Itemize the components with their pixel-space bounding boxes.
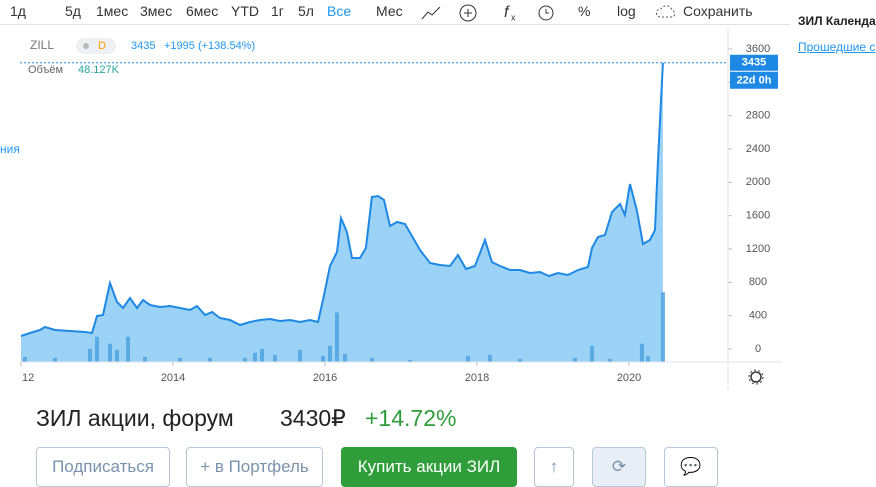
range-button[interactable]: 1г <box>271 3 284 19</box>
cloud-icon <box>656 5 676 18</box>
x-tick-label: 2020 <box>617 372 641 384</box>
range-button[interactable]: Все <box>327 3 352 19</box>
interval-badge: D <box>98 40 106 52</box>
y-tick-label: 0 <box>755 343 761 355</box>
range-button[interactable]: 6мес <box>186 3 219 19</box>
y-tick-label: 3600 <box>746 43 770 55</box>
volume-bar <box>660 292 665 362</box>
y-tick-label: 800 <box>749 276 767 288</box>
subscribe-button[interactable]: Подписаться <box>36 447 170 487</box>
badge-dot <box>83 43 89 49</box>
volume-bar <box>272 354 277 362</box>
symbol: ZILL <box>30 38 54 52</box>
volume-bar <box>259 348 264 362</box>
volume-bar <box>572 357 577 362</box>
left-cut-text: ния <box>0 142 20 156</box>
settings-icon[interactable] <box>748 369 764 385</box>
volume-bar <box>87 348 92 362</box>
volume-bar <box>52 357 57 362</box>
volume-bar <box>107 343 112 362</box>
volume-bar <box>177 357 182 362</box>
volume-bar <box>369 357 374 362</box>
volume-bar <box>407 359 412 362</box>
y-tick-label: 2000 <box>746 176 770 188</box>
x-tick-label: 2018 <box>465 372 489 384</box>
volume-bar <box>342 353 347 362</box>
volume-bar <box>207 357 212 362</box>
range-button[interactable]: 5л <box>298 3 314 19</box>
legend-change: +1995 (+138.54%) <box>164 40 255 52</box>
y-tick-label: 1600 <box>746 210 770 222</box>
volume-bar <box>639 343 644 362</box>
x-tick-label: 12 <box>22 372 34 384</box>
volume-bar <box>327 345 332 362</box>
range-button[interactable]: 1мес <box>96 3 129 19</box>
side-title: ЗИЛ Календа <box>798 14 876 28</box>
portfolio-button[interactable]: + в Портфель <box>186 447 323 487</box>
volume-value: 48.127K <box>78 64 120 76</box>
y-tick-label: 2400 <box>746 143 770 155</box>
x-tick-label: 2014 <box>161 372 185 384</box>
volume-bar <box>143 356 148 362</box>
volume-bar <box>94 336 99 362</box>
y-tick-label: 2800 <box>746 110 770 122</box>
volume-bar <box>466 355 471 362</box>
footer-title: ЗИЛ акции, форум <box>36 405 234 431</box>
legend-value: 3435 <box>131 40 155 52</box>
volume-bar <box>487 354 492 362</box>
volume-bar <box>242 357 247 362</box>
volume-bar <box>252 352 257 362</box>
y-tick-label: 1200 <box>746 243 770 255</box>
refresh-button[interactable]: ⟳ <box>592 447 646 487</box>
badge <box>76 38 116 54</box>
price-line <box>20 62 664 337</box>
chat-button[interactable]: 💬 <box>664 447 718 487</box>
time-tag <box>730 71 778 89</box>
volume-bar <box>114 349 119 362</box>
toolbar: 1д 5д 1мес 3мес 6мес YTD 1г 5л Все Мес f… <box>0 0 790 25</box>
range-button[interactable]: 5д <box>65 3 81 19</box>
footer-price: 3430₽ <box>280 405 346 431</box>
up-button[interactable]: ↑ <box>534 447 574 487</box>
buy-button[interactable]: Купить акции ЗИЛ <box>341 447 517 487</box>
price-tag <box>730 54 778 71</box>
interval-button[interactable]: Мес <box>376 3 403 19</box>
save-button[interactable]: Сохранить <box>683 3 753 19</box>
side-link[interactable]: Прошедшие с <box>798 40 876 54</box>
footer-change: +14.72% <box>365 405 457 431</box>
volume-bar <box>125 336 130 362</box>
volume-bar <box>645 355 650 362</box>
percent-button[interactable]: % <box>578 3 591 19</box>
log-button[interactable]: log <box>617 3 636 19</box>
svg-text:x: x <box>511 12 516 22</box>
volume-bar <box>23 356 28 362</box>
svg-text:f: f <box>504 4 510 21</box>
price-area <box>21 62 663 363</box>
volume-bar <box>589 345 594 362</box>
range-button[interactable]: 1д <box>10 3 26 19</box>
volume-bar <box>321 355 326 362</box>
volume-label: Объём <box>28 64 63 76</box>
range-button[interactable]: YTD <box>231 3 259 19</box>
volume-bar <box>334 312 339 362</box>
range-button[interactable]: 3мес <box>140 3 173 19</box>
volume-bar <box>607 358 612 362</box>
y-tick-label: 400 <box>749 310 767 322</box>
chart: 2020201820162014123600320028002400200016… <box>20 28 782 390</box>
price-tag-label: 3435 <box>742 57 766 69</box>
x-tick-label: 2016 <box>313 372 337 384</box>
volume-bar <box>517 358 522 362</box>
volume-bar <box>297 349 302 362</box>
time-tag-label: 22d 0h <box>737 75 772 87</box>
